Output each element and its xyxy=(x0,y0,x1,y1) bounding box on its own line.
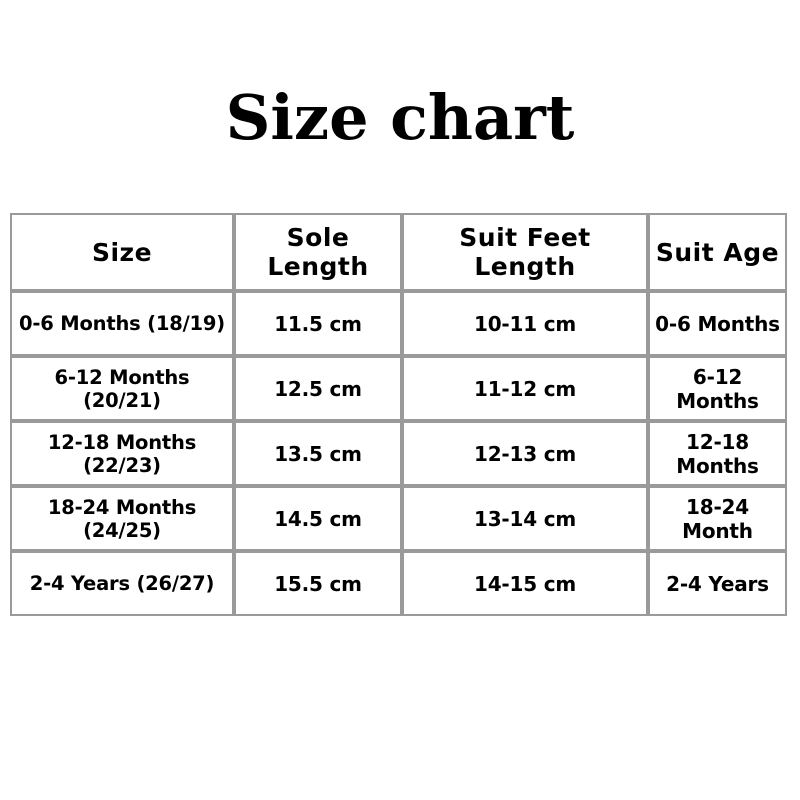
column-header-suit-age: Suit Age xyxy=(648,213,787,291)
cell-sole-length: 11.5 cm xyxy=(234,291,402,356)
cell-suit-feet-length: 14-15 cm xyxy=(402,551,648,616)
cell-size: 12-18 Months (22/23) xyxy=(10,421,234,486)
cell-size: 0-6 Months (18/19) xyxy=(10,291,234,356)
table-row: 18-24 Months (24/25) 14.5 cm 13-14 cm 18… xyxy=(10,486,787,551)
table-row: 12-18 Months (22/23) 13.5 cm 12-13 cm 12… xyxy=(10,421,787,486)
cell-suit-age: 6-12 Months xyxy=(648,356,787,421)
table-row: 2-4 Years (26/27) 15.5 cm 14-15 cm 2-4 Y… xyxy=(10,551,787,616)
table-header: Size Sole Length Suit Feet Length Suit A… xyxy=(10,213,787,291)
cell-size: 6-12 Months (20/21) xyxy=(10,356,234,421)
cell-suit-feet-length: 12-13 cm xyxy=(402,421,648,486)
table-header-row: Size Sole Length Suit Feet Length Suit A… xyxy=(10,213,787,291)
cell-suit-feet-length: 13-14 cm xyxy=(402,486,648,551)
size-chart-table-wrapper: Size Sole Length Suit Feet Length Suit A… xyxy=(10,213,787,616)
cell-suit-feet-length: 10-11 cm xyxy=(402,291,648,356)
cell-sole-length: 13.5 cm xyxy=(234,421,402,486)
cell-suit-age: 0-6 Months xyxy=(648,291,787,356)
cell-sole-length: 14.5 cm xyxy=(234,486,402,551)
cell-sole-length: 15.5 cm xyxy=(234,551,402,616)
column-header-suit-feet-length: Suit Feet Length xyxy=(402,213,648,291)
cell-suit-age: 12-18 Months xyxy=(648,421,787,486)
cell-suit-feet-length: 11-12 cm xyxy=(402,356,648,421)
table-row: 0-6 Months (18/19) 11.5 cm 10-11 cm 0-6 … xyxy=(10,291,787,356)
column-header-size: Size xyxy=(10,213,234,291)
column-header-sole-length: Sole Length xyxy=(234,213,402,291)
size-chart-table: Size Sole Length Suit Feet Length Suit A… xyxy=(10,213,787,616)
table-body: 0-6 Months (18/19) 11.5 cm 10-11 cm 0-6 … xyxy=(10,291,787,616)
cell-suit-age: 18-24 Month xyxy=(648,486,787,551)
cell-size: 2-4 Years (26/27) xyxy=(10,551,234,616)
cell-sole-length: 12.5 cm xyxy=(234,356,402,421)
cell-size: 18-24 Months (24/25) xyxy=(10,486,234,551)
cell-suit-age: 2-4 Years xyxy=(648,551,787,616)
page-title: Size chart xyxy=(225,81,575,154)
table-row: 6-12 Months (20/21) 12.5 cm 11-12 cm 6-1… xyxy=(10,356,787,421)
